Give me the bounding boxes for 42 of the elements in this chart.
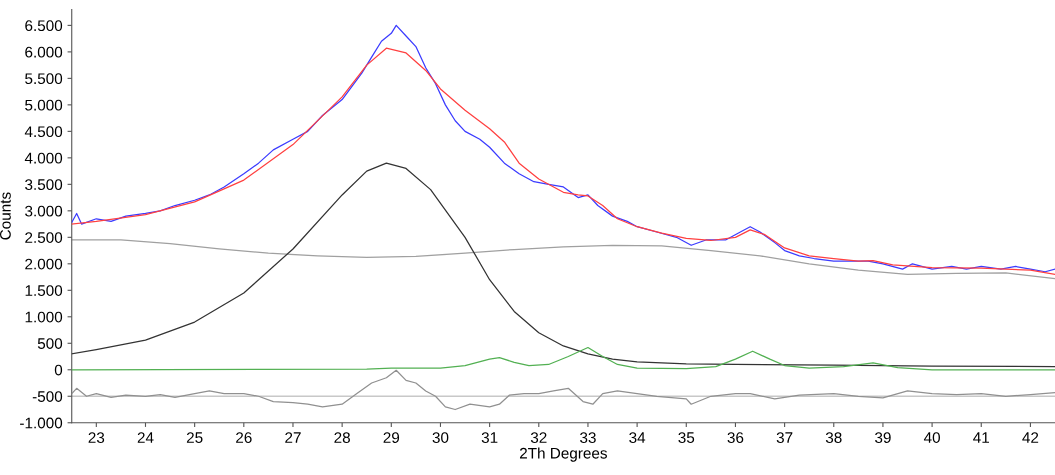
x-tick-label: 41 xyxy=(973,432,990,443)
y-tick-label: 6.000 xyxy=(25,46,63,58)
x-tick-label: 27 xyxy=(285,432,301,443)
y-tick-label: 3.000 xyxy=(25,205,63,217)
y-tick-label: 0 xyxy=(54,364,63,376)
y-tick-label: 5.500 xyxy=(25,73,63,85)
x-tick-label: 38 xyxy=(825,432,842,443)
line-series xyxy=(71,346,1055,371)
line-series xyxy=(71,369,1055,411)
x-tick-label: 32 xyxy=(530,432,547,443)
x-tick-label: 31 xyxy=(481,432,498,443)
x-tick-label: 39 xyxy=(875,432,891,443)
y-tick-label: 6.500 xyxy=(25,20,63,32)
x-tick-label: 37 xyxy=(776,432,793,443)
y-tick-label: 4.000 xyxy=(24,152,63,164)
y-tick-label: 1.000 xyxy=(25,311,63,323)
x-tick-label: 28 xyxy=(334,432,350,443)
x-tick-label: 36 xyxy=(727,432,744,443)
x-tick-label: 25 xyxy=(186,432,203,443)
y-tick-label: 1.500 xyxy=(25,285,63,296)
x-tick-label: 35 xyxy=(678,432,695,443)
x-tick-label: 42 xyxy=(1022,432,1039,443)
x-tick-label: 23 xyxy=(88,432,105,443)
line-series xyxy=(71,239,1055,280)
x-tick-label: 30 xyxy=(432,432,449,443)
y-tick-label: 3.500 xyxy=(25,179,63,191)
x-tick-label: 40 xyxy=(923,432,940,443)
y-tick-label: 2.000 xyxy=(25,258,63,270)
x-tick-label: 29 xyxy=(383,432,400,443)
y-axis-title: Counts xyxy=(0,192,11,240)
x-tick-label: 34 xyxy=(629,432,646,443)
y-tick-label: -1.000 xyxy=(20,417,63,429)
y-tick-label: 5.000 xyxy=(25,99,63,111)
y-tick-label: 4.500 xyxy=(24,126,63,138)
x-tick-label: 33 xyxy=(580,432,596,443)
line-series xyxy=(71,162,1055,368)
y-tick-label: -500 xyxy=(32,391,63,402)
x-axis-title: 2Th Degrees xyxy=(519,447,607,462)
y-tick-label: 500 xyxy=(37,338,63,349)
y-tick-label: 2.500 xyxy=(25,232,63,243)
x-tick-label: 24 xyxy=(137,432,154,443)
x-tick-label: 26 xyxy=(236,432,252,443)
